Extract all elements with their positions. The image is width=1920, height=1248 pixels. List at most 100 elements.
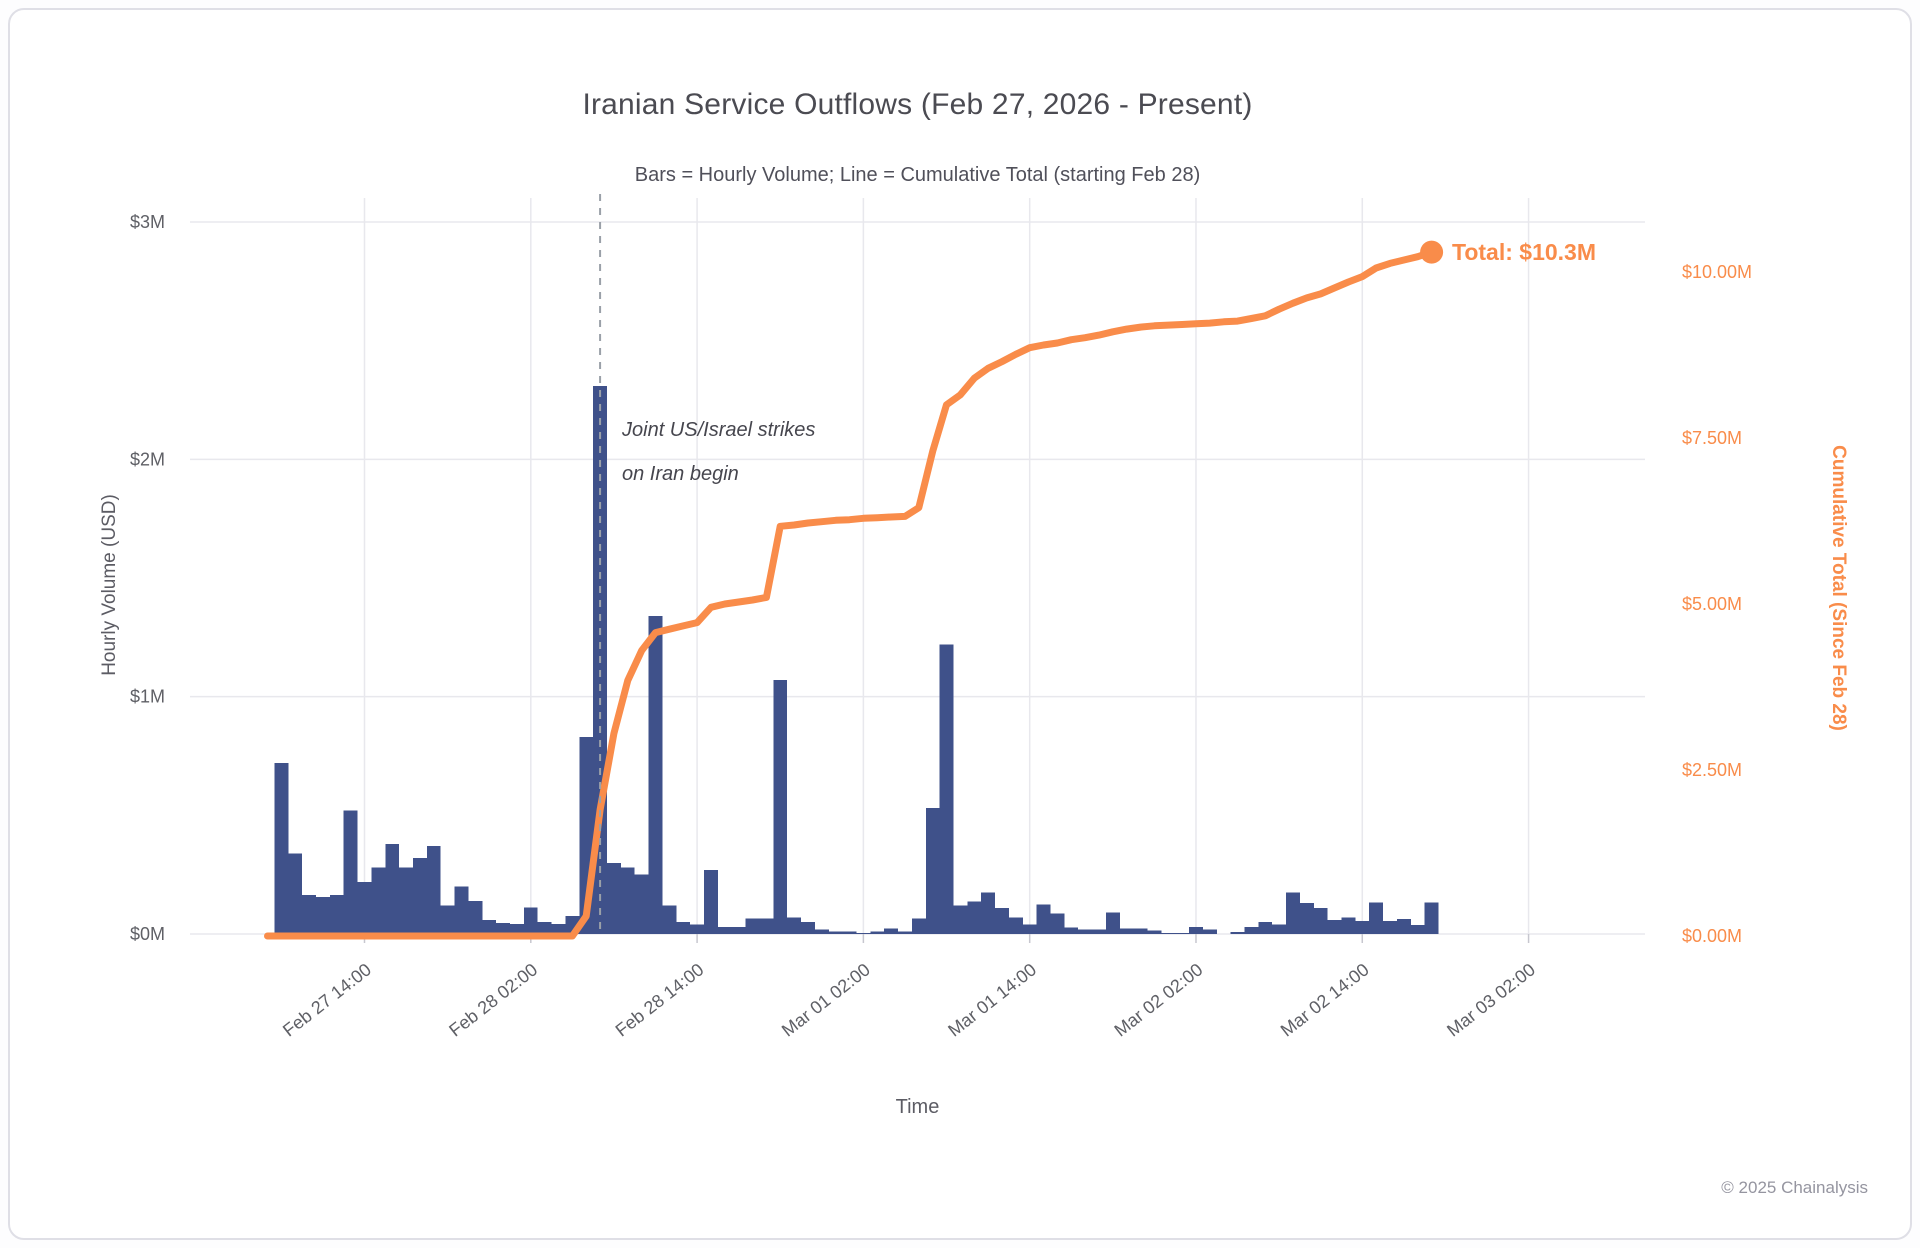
hourly-volume-bar <box>1036 904 1051 934</box>
hourly-volume-bar <box>870 931 885 934</box>
hourly-volume-bar <box>814 929 829 934</box>
hourly-volume-bar <box>1327 919 1342 934</box>
hourly-volume-bar <box>953 905 968 934</box>
hourly-volume-bar <box>842 931 857 934</box>
hourly-volume-bar <box>648 615 663 934</box>
hourly-volume-bar <box>1341 917 1356 934</box>
hourly-volume-bar <box>911 918 926 934</box>
hourly-volume-bar <box>357 881 372 934</box>
hourly-volume-bar <box>371 867 386 934</box>
left-axis-tick-label: $2M <box>130 449 165 469</box>
hourly-volume-bar <box>1064 927 1079 934</box>
hourly-volume-bar <box>413 858 427 934</box>
hourly-volume-bar <box>676 922 691 934</box>
hourly-volume-bar <box>690 924 705 934</box>
hourly-volume-bar <box>634 874 649 934</box>
hourly-volume-bar <box>482 919 497 934</box>
hourly-volume-bar <box>981 892 996 934</box>
hourly-volume-bar <box>1313 907 1328 934</box>
copyright-credit: © 2025 Chainalysis <box>1721 1178 1868 1197</box>
x-axis-tick-label: Mar 02 14:00 <box>1277 959 1373 1040</box>
hourly-volume-bar <box>1050 913 1065 934</box>
hourly-volume-bar <box>1008 917 1023 934</box>
hourly-volume-bar <box>620 867 635 934</box>
hourly-volume-bar <box>1396 919 1411 934</box>
hourly-volume-bar <box>898 931 912 934</box>
hourly-volume-bar <box>329 894 344 934</box>
left-axis-tick-label: $3M <box>130 212 165 232</box>
hourly-volume-bar <box>1175 932 1190 934</box>
right-axis-tick-label: $10.00M <box>1682 262 1752 282</box>
hourly-volume-bar <box>773 680 788 934</box>
hourly-volume-bar <box>731 926 746 934</box>
line-end-dot <box>1420 240 1444 264</box>
hourly-volume-bar <box>1022 924 1037 934</box>
hourly-volume-bar <box>1272 924 1287 934</box>
event-annotation: Joint US/Israel strikes on Iran begin <box>622 408 815 496</box>
hourly-volume-bar <box>274 763 289 934</box>
x-axis-tick-label: Mar 01 14:00 <box>944 959 1040 1040</box>
x-axis-title: Time <box>895 1096 940 1118</box>
hourly-volume-bar <box>745 918 760 934</box>
hourly-volume-bar <box>1230 932 1245 934</box>
hourly-volume-bar <box>607 862 621 934</box>
hourly-volume-bar <box>995 907 1009 934</box>
event-annotation-line1: Joint US/Israel strikes <box>622 419 816 441</box>
hourly-volume-bar <box>1202 929 1217 934</box>
hourly-volume-bar <box>967 901 982 934</box>
hourly-volume-bar <box>1105 912 1120 934</box>
hourly-volume-bar <box>1286 892 1300 934</box>
hourly-volume-bar <box>925 808 940 934</box>
hourly-volume-bar <box>787 917 802 934</box>
hourly-volume-bar <box>440 905 455 934</box>
hourly-volume-bar <box>454 886 469 934</box>
hourly-volume-bar <box>884 928 899 934</box>
hourly-volume-bar <box>426 846 441 934</box>
hourly-volume-bar <box>1147 930 1162 934</box>
hourly-volume-bar <box>1119 928 1134 934</box>
hourly-volume-bar <box>468 900 483 934</box>
x-axis-tick-label: Feb 27 14:00 <box>279 959 375 1040</box>
chart-subtitle: Bars = Hourly Volume; Line = Cumulative … <box>634 164 1201 186</box>
hourly-volume-bar <box>537 922 552 934</box>
hourly-volume-bar <box>939 644 954 934</box>
hourly-volume-bar <box>1092 929 1106 934</box>
hourly-volume-bar <box>1424 902 1439 934</box>
hourly-volume-bar <box>801 922 815 934</box>
hourly-volume-bar <box>1161 932 1176 934</box>
x-axis-tick-label: Mar 01 02:00 <box>778 959 874 1040</box>
cumulative-total-line <box>264 248 1436 940</box>
hourly-volume-bar <box>1133 928 1148 934</box>
x-axis-tick-label: Mar 02 02:00 <box>1111 959 1207 1040</box>
hourly-volume-bar <box>759 918 774 934</box>
hourly-volume-bar <box>399 867 414 934</box>
hourly-volume-bar <box>662 905 677 934</box>
event-annotation-line2: on Iran begin <box>622 463 739 485</box>
hourly-volume-bar <box>1258 922 1273 934</box>
hourly-volume-bar <box>1355 920 1370 934</box>
hourly-volume-bar <box>288 853 303 934</box>
hourly-volume-bar <box>1410 924 1425 934</box>
hourly-volume-bar <box>551 924 566 934</box>
left-axis-tick-label: $1M <box>130 687 165 707</box>
hourly-volume-bar <box>1369 902 1384 934</box>
hourly-volume-bar <box>316 897 330 934</box>
page-card <box>8 8 1912 1240</box>
cumulative-total-label: Total: $10.3M <box>1452 239 1596 265</box>
x-axis-tick-label: Feb 28 02:00 <box>445 959 541 1040</box>
hourly-volume-bar <box>1299 903 1314 934</box>
right-axis-tick-label: $2.50M <box>1682 760 1742 780</box>
right-axis-title: Cumulative Total (Since Feb 28) <box>1828 445 1849 731</box>
hourly-volume-bar <box>385 843 400 934</box>
chart-title: Iranian Service Outflows (Feb 27, 2026 -… <box>582 88 1253 121</box>
right-axis-tick-label: $7.50M <box>1682 428 1742 448</box>
hourly-volume-bar <box>704 869 718 934</box>
x-axis-tick-label: Mar 03 02:00 <box>1443 959 1539 1040</box>
hourly-volume-bar <box>496 923 511 934</box>
hourly-volume-bar <box>1078 929 1093 934</box>
hourly-volume-bar <box>343 810 358 934</box>
right-axis-tick-label: $0.00M <box>1682 926 1742 946</box>
hourly-volume-bar <box>1244 926 1259 934</box>
hourly-volume-bar <box>1383 920 1397 934</box>
